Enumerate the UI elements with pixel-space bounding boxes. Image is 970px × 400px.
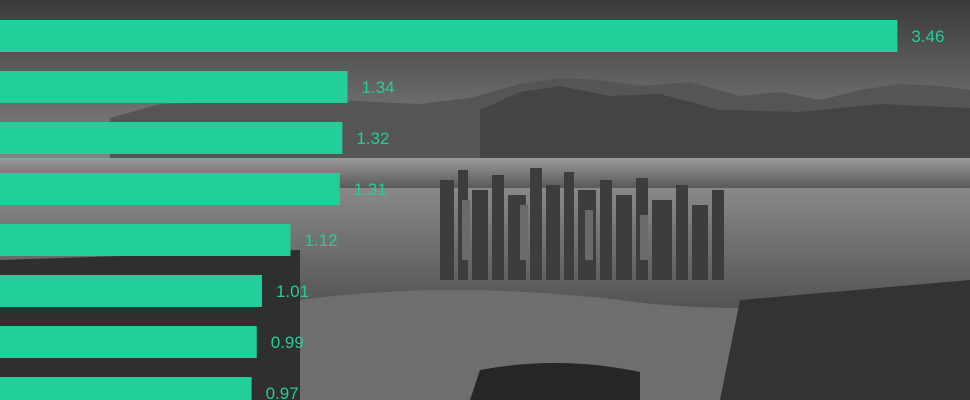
bar-value-label-1: 3.46 xyxy=(911,27,944,46)
bar-4 xyxy=(0,173,340,205)
bar-6 xyxy=(0,275,262,307)
bar-3 xyxy=(0,122,343,154)
bar-value-label-5: 1.12 xyxy=(304,231,337,250)
bar-7 xyxy=(0,326,257,358)
bar-1 xyxy=(0,20,898,52)
bar-value-label-3: 1.32 xyxy=(356,129,389,148)
bar-value-label-4: 1.31 xyxy=(354,180,387,199)
bar-5 xyxy=(0,224,291,256)
bar-8 xyxy=(0,377,252,400)
bar-2 xyxy=(0,71,348,103)
bar-value-label-6: 1.01 xyxy=(276,282,309,301)
bar-value-label-7: 0.99 xyxy=(271,333,304,352)
bar-value-label-2: 1.34 xyxy=(362,78,395,97)
bar-value-label-8: 0.97 xyxy=(266,384,299,400)
